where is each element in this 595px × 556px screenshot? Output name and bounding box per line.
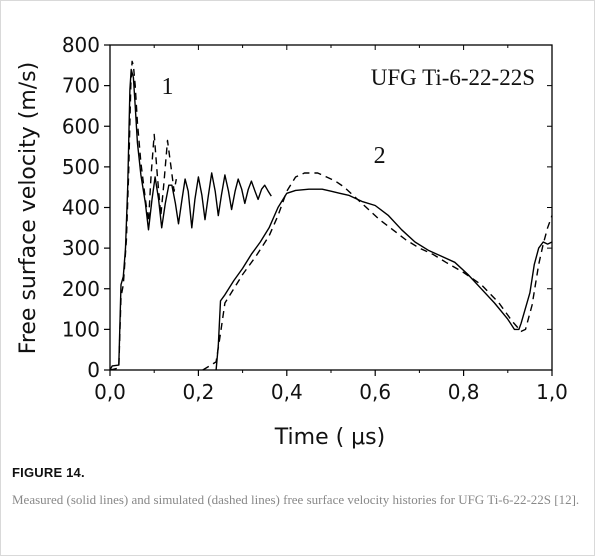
y-tick-label: 0 [87, 358, 100, 382]
y-axis-label: Free surface velocity (m/s) [16, 62, 41, 354]
y-tick-label: 400 [62, 196, 100, 220]
x-axis-label: Time ( μs) [274, 425, 385, 450]
y-tick-label: 100 [62, 317, 100, 341]
curve-label-1: 1 [161, 74, 173, 100]
figure-label: FIGURE 14. [12, 465, 85, 480]
y-tick-label: 200 [62, 277, 100, 301]
x-tick-label: 0,2 [182, 380, 214, 404]
material-annotation: UFG Ti-6-22-22S [371, 65, 535, 90]
y-tick-label: 600 [62, 114, 100, 138]
series-2-dashed [109, 60, 177, 371]
y-tick-label: 500 [62, 155, 100, 179]
velocity-chart: 0,0 0,2 0,4 0,6 0,8 1,0 0 100 200 300 400 500 600 700… [16, 33, 568, 450]
y-tick-label: 700 [62, 74, 100, 98]
y-tick-label: 800 [62, 33, 100, 57]
x-tick-label: 0,8 [448, 380, 480, 404]
y-tick-label: 300 [62, 236, 100, 260]
x-tick-label: 0,0 [94, 380, 126, 404]
curve-labels: 12 [161, 74, 385, 169]
series-1-solid [109, 68, 272, 371]
series-group [109, 60, 553, 371]
figure-caption: Measured (solid lines) and simulated (da… [12, 492, 580, 507]
x-tick-label: 1,0 [536, 380, 568, 404]
curve-label-2: 2 [374, 143, 386, 169]
x-tick-label: 0,6 [359, 380, 391, 404]
series-3-solid [215, 188, 553, 371]
axis-ticks: 0,0 0,2 0,4 0,6 0,8 1,0 0 100 200 300 400 500 600 700… [62, 33, 568, 404]
series-4-dashed [202, 172, 553, 371]
x-tick-label: 0,4 [271, 380, 303, 404]
